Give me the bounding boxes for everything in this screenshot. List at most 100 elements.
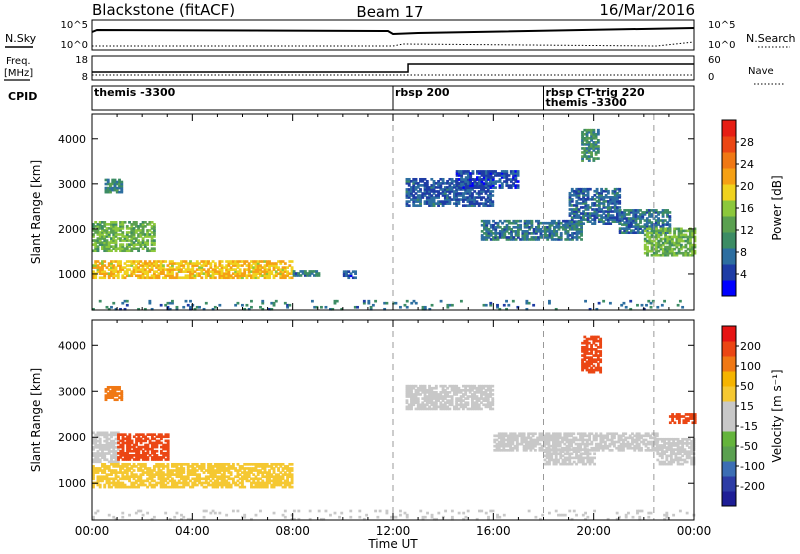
velocity-cell bbox=[288, 473, 292, 477]
power-cell bbox=[679, 235, 683, 239]
velocity-cell bbox=[92, 439, 95, 443]
power-cell bbox=[655, 243, 658, 247]
velocity-cell bbox=[566, 458, 569, 462]
velocity-cell bbox=[94, 460, 98, 464]
power-cell bbox=[141, 227, 145, 230]
velocity-cell bbox=[125, 465, 129, 468]
power-cell bbox=[94, 239, 98, 242]
velocity-cell bbox=[619, 436, 623, 440]
power-cell bbox=[675, 239, 679, 243]
power-cell bbox=[537, 225, 541, 229]
power-cell bbox=[641, 215, 645, 218]
velocity-cell bbox=[464, 397, 468, 400]
power-cell bbox=[501, 232, 504, 235]
power-cell bbox=[684, 249, 688, 253]
velocity-cell bbox=[115, 385, 119, 389]
power-cell bbox=[659, 225, 663, 228]
velocity-cell bbox=[157, 462, 161, 466]
power-cell bbox=[586, 187, 590, 191]
power-cell bbox=[487, 232, 491, 235]
velocity-cell bbox=[644, 442, 648, 446]
power-cell bbox=[94, 243, 98, 246]
power-cell bbox=[112, 245, 116, 248]
power-cell bbox=[482, 188, 486, 191]
power-cell bbox=[464, 198, 468, 201]
power-cell bbox=[94, 264, 98, 267]
power-cell bbox=[146, 235, 150, 238]
velocity-cell bbox=[594, 438, 598, 442]
power-cell bbox=[121, 243, 125, 246]
velocity-cell bbox=[416, 391, 420, 394]
power-cell bbox=[485, 172, 488, 175]
power-cell bbox=[137, 241, 141, 244]
velocity-cell bbox=[552, 438, 555, 442]
velocity-cell bbox=[608, 432, 612, 436]
velocity-cell bbox=[137, 462, 141, 466]
power-cell bbox=[621, 213, 624, 216]
power-cell bbox=[654, 225, 658, 228]
power-cell bbox=[593, 189, 597, 193]
velocity-cell bbox=[452, 407, 456, 411]
velocity-cell bbox=[116, 460, 120, 464]
velocity-cell bbox=[109, 394, 112, 397]
velocity-cell bbox=[103, 475, 107, 479]
power-cell bbox=[139, 231, 143, 234]
velocity-cell bbox=[489, 393, 492, 396]
power-cell bbox=[286, 274, 290, 278]
power-cell bbox=[684, 229, 688, 233]
velocity-cell bbox=[457, 388, 461, 392]
velocity-cell bbox=[421, 405, 425, 409]
velocity-cell bbox=[213, 475, 217, 479]
power-cell bbox=[416, 184, 420, 187]
power-cell bbox=[693, 239, 697, 243]
power-cell bbox=[489, 200, 492, 203]
power-cell bbox=[577, 222, 581, 225]
power-cell bbox=[521, 230, 525, 233]
power-cell bbox=[446, 190, 450, 193]
power-cell bbox=[103, 229, 107, 232]
power-cell bbox=[110, 268, 113, 271]
velocity-cell bbox=[511, 438, 515, 442]
power-cell bbox=[182, 270, 186, 273]
velocity-cell bbox=[612, 442, 616, 446]
velocity-cell bbox=[92, 467, 95, 470]
velocity-cell bbox=[96, 460, 100, 464]
velocity-cell bbox=[270, 475, 274, 479]
velocity-cell bbox=[150, 437, 154, 441]
velocity-cell bbox=[439, 397, 443, 400]
velocity-cell bbox=[552, 442, 555, 446]
velocity-cell bbox=[606, 436, 610, 440]
power-cell bbox=[507, 238, 511, 241]
power-cell bbox=[648, 209, 651, 212]
power-cell bbox=[634, 225, 638, 228]
power-cell bbox=[250, 264, 253, 267]
power-cell bbox=[105, 223, 109, 226]
velocity-cell bbox=[180, 477, 183, 481]
velocity-cell bbox=[229, 483, 233, 487]
power-cell bbox=[568, 208, 572, 211]
power-cell bbox=[602, 222, 606, 225]
power-cell bbox=[489, 172, 493, 175]
power-cell bbox=[231, 268, 235, 271]
velocity-cell bbox=[579, 458, 583, 462]
velocity-cell bbox=[229, 477, 233, 481]
power-cell bbox=[114, 266, 118, 269]
power-cell bbox=[668, 243, 672, 247]
velocity-cell bbox=[128, 475, 131, 479]
power-cell bbox=[679, 239, 683, 243]
velocity-cell bbox=[626, 442, 630, 446]
power-cell bbox=[130, 262, 134, 265]
velocity-cell bbox=[475, 399, 479, 402]
power-cell bbox=[461, 204, 465, 207]
power-cell bbox=[666, 239, 670, 243]
power-cell bbox=[425, 196, 429, 199]
velocity-cell bbox=[610, 440, 614, 444]
velocity-cell bbox=[175, 473, 179, 477]
velocity-cell bbox=[155, 445, 159, 449]
velocity-cell bbox=[227, 485, 231, 489]
power-cell bbox=[155, 260, 159, 263]
power-cell bbox=[103, 225, 107, 228]
power-cell bbox=[602, 220, 606, 223]
velocity-cell bbox=[493, 444, 497, 448]
power-cell bbox=[349, 272, 353, 276]
